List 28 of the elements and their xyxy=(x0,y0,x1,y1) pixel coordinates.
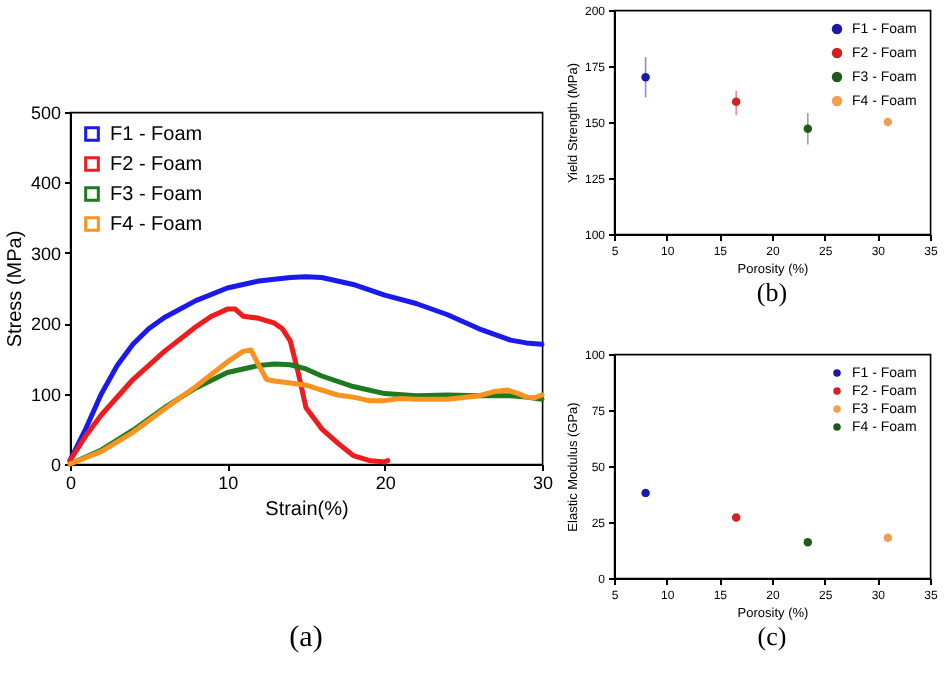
x-tick-label: 0 xyxy=(65,473,77,493)
point xyxy=(883,533,893,542)
text: (c) xyxy=(757,621,787,651)
point xyxy=(803,537,813,547)
y-axis-title: Stress (MPa) xyxy=(4,230,27,348)
legend-label: F4 - Foam xyxy=(110,214,203,236)
x-tick-label: 10 xyxy=(218,473,239,493)
x-tick-label: 30 xyxy=(532,473,554,493)
text: (b) xyxy=(756,277,788,307)
y-tick-label: 200 xyxy=(30,314,61,335)
point xyxy=(731,513,741,522)
y-tick-label: 0 xyxy=(50,455,61,475)
x-tick-label: 20 xyxy=(375,473,396,493)
legend-label: F3 - Foam xyxy=(110,184,203,206)
x-axis-title: Strain(%) xyxy=(265,499,349,521)
y-tick-label: 500 xyxy=(30,103,61,123)
point xyxy=(803,124,813,133)
text: (a) xyxy=(289,622,323,654)
y-tick-label: 400 xyxy=(30,173,61,194)
legend-label: F2 - Foam xyxy=(110,154,203,176)
y-tick-label: 300 xyxy=(30,243,61,264)
point xyxy=(731,97,741,107)
legend-label: F1 - Foam xyxy=(110,124,203,146)
point xyxy=(641,72,650,82)
line-series xyxy=(67,306,391,465)
point xyxy=(641,488,650,498)
point xyxy=(883,117,893,127)
y-tick-label: 100 xyxy=(30,384,61,405)
